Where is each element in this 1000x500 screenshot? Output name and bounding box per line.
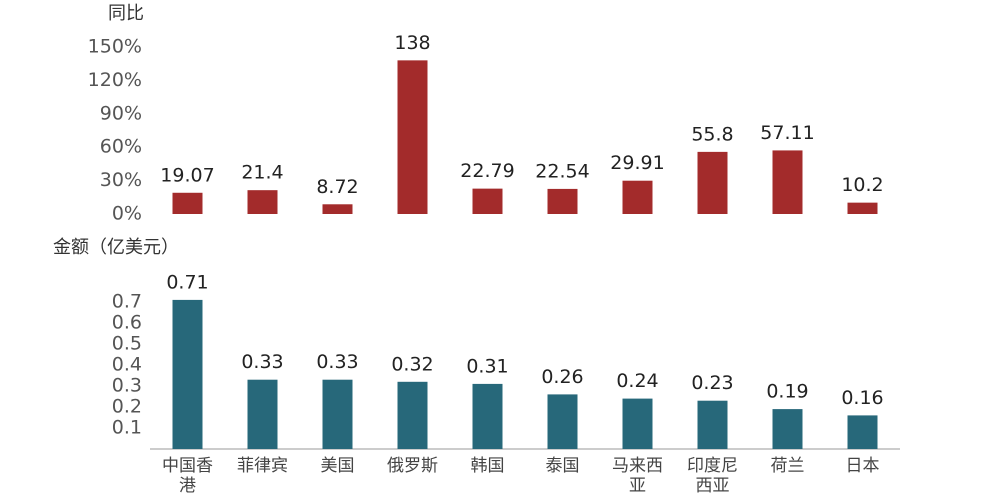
bar	[172, 299, 203, 449]
value-label: 55.8	[691, 123, 733, 145]
x-tick-label: 中国香港	[162, 456, 213, 496]
bar	[697, 151, 728, 214]
bar	[847, 415, 878, 449]
bar	[772, 409, 803, 449]
bar	[472, 383, 503, 449]
bar	[172, 192, 203, 214]
y-tick-label: 0.3	[112, 375, 142, 397]
x-tick-label: 泰国	[546, 456, 580, 476]
x-tick-label: 马来西亚	[612, 456, 663, 496]
bar	[547, 188, 578, 214]
y-tick-label: 0.6	[112, 312, 142, 334]
chart-title: 金额（亿美元）	[53, 237, 179, 258]
value-label: 19.07	[160, 164, 214, 186]
x-tick-label: 荷兰	[771, 456, 805, 476]
bar	[697, 400, 728, 449]
value-label: 0.23	[691, 372, 733, 394]
chart-title: 同比	[108, 3, 144, 24]
value-label: 0.33	[316, 351, 358, 373]
bar	[472, 188, 503, 214]
bar	[247, 379, 278, 449]
x-tick-label: 韩国	[471, 456, 505, 476]
y-tick-label: 0%	[112, 203, 142, 225]
value-label: 57.11	[760, 122, 814, 144]
x-tick-label: 美国	[321, 456, 355, 476]
value-label: 138	[394, 32, 430, 54]
value-label: 0.24	[616, 370, 658, 392]
value-label: 22.79	[460, 160, 514, 182]
bar	[622, 398, 653, 449]
bar	[397, 381, 428, 449]
y-tick-label: 0.2	[112, 396, 142, 418]
value-label: 10.2	[841, 174, 883, 196]
value-label: 0.16	[841, 387, 883, 409]
x-tick-label: 印度尼西亚	[687, 456, 738, 496]
y-tick-label: 30%	[100, 169, 142, 191]
bar	[622, 180, 653, 214]
y-tick-label: 120%	[88, 69, 142, 91]
value-label: 0.31	[466, 355, 508, 377]
y-tick-label: 0.7	[112, 291, 142, 313]
bar	[547, 394, 578, 449]
value-label: 0.19	[766, 381, 808, 403]
value-label: 21.4	[241, 162, 283, 184]
x-tick-label: 菲律宾	[237, 456, 288, 476]
x-tick-label: 日本	[846, 456, 880, 476]
value-label: 29.91	[610, 152, 664, 174]
value-label: 0.71	[166, 271, 208, 293]
value-label: 0.33	[241, 351, 283, 373]
y-tick-label: 90%	[100, 102, 142, 124]
y-tick-label: 60%	[100, 136, 142, 158]
value-label: 8.72	[316, 176, 358, 198]
y-tick-label: 150%	[88, 36, 142, 58]
bar	[322, 204, 353, 214]
bar	[772, 150, 803, 214]
y-tick-label: 0.4	[112, 354, 142, 376]
x-tick-label: 俄罗斯	[387, 456, 438, 476]
y-tick-label: 0.5	[112, 333, 142, 355]
value-label: 22.54	[535, 160, 589, 182]
bar	[247, 190, 278, 214]
value-label: 0.32	[391, 353, 433, 375]
y-tick-label: 0.1	[112, 417, 142, 439]
bar	[397, 60, 428, 214]
value-label: 0.26	[541, 366, 583, 388]
bar	[847, 202, 878, 214]
bar	[322, 379, 353, 449]
